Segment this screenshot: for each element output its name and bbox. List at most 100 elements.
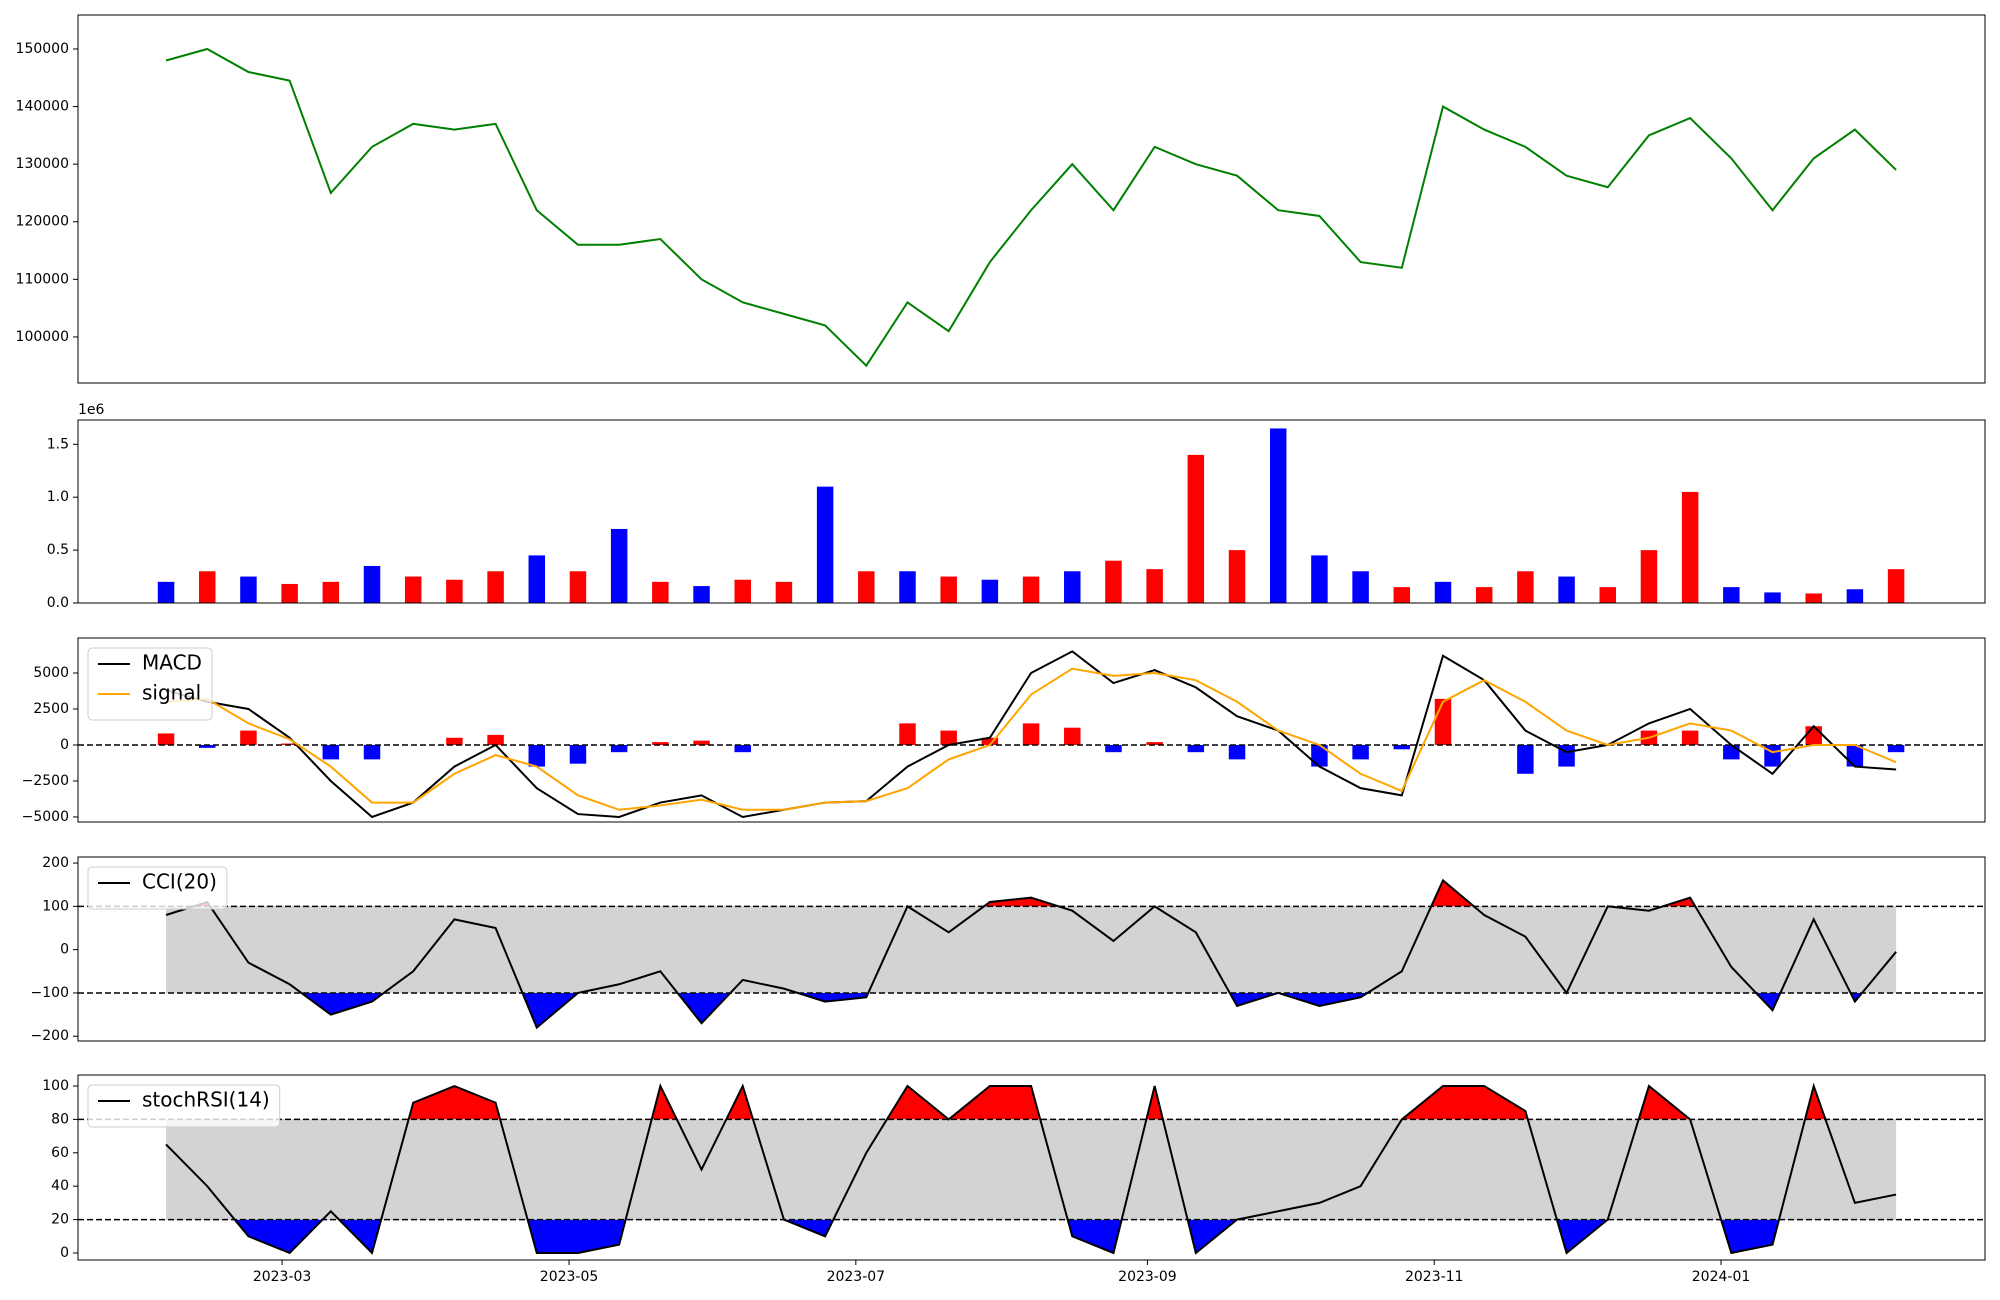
histogram-bar bbox=[1887, 744, 1905, 753]
y-tick-label: 110000 bbox=[16, 271, 69, 287]
panel: 0.0 0.5 1.0 1.5 1e6 bbox=[47, 402, 1986, 611]
legend: CCI(20) bbox=[87, 866, 228, 910]
panel: −200 −100 0 100 200 CCI(20) bbox=[31, 855, 1986, 1044]
series-line bbox=[165, 1082, 1897, 1255]
bar bbox=[1311, 555, 1328, 603]
y-tick-label: 0 bbox=[60, 1245, 69, 1261]
axes-frame bbox=[77, 14, 1986, 384]
histogram-bar bbox=[1146, 742, 1163, 745]
bar bbox=[981, 579, 999, 603]
histogram-bar bbox=[652, 742, 669, 745]
bar bbox=[363, 565, 381, 603]
y-tick-label: −100 bbox=[31, 985, 69, 1001]
y-tick-label: 1.0 bbox=[47, 489, 69, 505]
bar bbox=[1558, 576, 1575, 603]
bar bbox=[899, 571, 916, 603]
panel: 0 20 40 60 80 100 2023-03 2023-05 2023-07 2023-09… bbox=[42, 1074, 1986, 1285]
histogram-bar bbox=[1187, 744, 1205, 753]
bar bbox=[157, 581, 175, 603]
histogram-bar bbox=[1064, 727, 1081, 745]
series-line bbox=[165, 47, 1897, 368]
histogram-bar bbox=[240, 730, 257, 745]
y-tick-label: 0.0 bbox=[47, 595, 69, 611]
legend-label: CCI(20) bbox=[142, 870, 217, 894]
legend-label: signal bbox=[142, 681, 201, 705]
bar bbox=[528, 555, 546, 603]
series-line bbox=[165, 667, 1897, 811]
histogram-bar bbox=[734, 744, 751, 753]
y-tick-label: 0.5 bbox=[47, 542, 69, 558]
axes-frame bbox=[77, 856, 1986, 1042]
y-tick-label: 80 bbox=[51, 1111, 69, 1127]
bar bbox=[1022, 576, 1040, 603]
y-tick-label: 130000 bbox=[16, 156, 69, 172]
histogram-bar bbox=[1434, 698, 1452, 745]
histogram-bar bbox=[899, 723, 916, 745]
histogram-bar bbox=[446, 737, 463, 745]
bar bbox=[1187, 454, 1205, 603]
bar bbox=[446, 579, 463, 603]
y-tick-label: 150000 bbox=[16, 41, 69, 57]
histogram-bar bbox=[1105, 744, 1122, 753]
y-tick-label: 100 bbox=[42, 898, 69, 914]
x-tick-label: 2024-01 bbox=[1692, 1269, 1751, 1285]
y-tick-label: 40 bbox=[51, 1178, 69, 1194]
axes-frame bbox=[77, 419, 1986, 604]
bar bbox=[1887, 569, 1905, 603]
histogram-bar bbox=[528, 744, 546, 767]
bar bbox=[693, 586, 710, 603]
y-tick-label: 0 bbox=[60, 942, 69, 958]
y-tick-label: 5000 bbox=[33, 665, 69, 681]
bar bbox=[858, 571, 875, 603]
y-tick-label: 200 bbox=[42, 855, 69, 871]
bar bbox=[1064, 571, 1081, 603]
y-tick-label: 0 bbox=[60, 737, 69, 753]
histogram-bar bbox=[981, 737, 999, 745]
threshold-band bbox=[166, 906, 1897, 993]
lower-fill bbox=[166, 992, 1897, 1028]
legend-box bbox=[87, 866, 228, 910]
y-tick-label: 1.5 bbox=[47, 436, 69, 452]
bar bbox=[199, 571, 216, 603]
histogram-bar bbox=[157, 733, 175, 745]
bar bbox=[1764, 592, 1781, 603]
y-tick-label: 60 bbox=[51, 1145, 69, 1161]
bar bbox=[1599, 587, 1616, 603]
histogram-bar bbox=[693, 740, 710, 745]
threshold-band bbox=[166, 1119, 1897, 1220]
legend: stochRSI(14) bbox=[87, 1084, 281, 1128]
histogram-bar bbox=[363, 744, 381, 760]
y-tick-label: −200 bbox=[31, 1028, 69, 1044]
bar bbox=[1434, 581, 1452, 603]
panel: 100000 110000 120000 130000 140000 150000 bbox=[16, 14, 1986, 384]
histogram-bar bbox=[1352, 744, 1369, 760]
bar bbox=[404, 576, 422, 603]
y-tick-label: 20 bbox=[51, 1212, 69, 1228]
bar bbox=[734, 579, 751, 603]
bar bbox=[775, 581, 793, 603]
x-tick-label: 2023-09 bbox=[1118, 1269, 1177, 1285]
bar bbox=[1805, 593, 1822, 603]
bar bbox=[610, 528, 628, 603]
histogram-bar bbox=[322, 744, 340, 760]
legend-label: stochRSI(14) bbox=[142, 1088, 270, 1112]
legend-box bbox=[87, 1084, 281, 1128]
axis-offset-label: 1e6 bbox=[78, 402, 105, 418]
x-tick-label: 2023-11 bbox=[1405, 1269, 1464, 1285]
bar bbox=[1681, 491, 1699, 603]
histogram-bar bbox=[1723, 744, 1740, 760]
bar bbox=[281, 583, 298, 603]
histogram-bar bbox=[487, 734, 504, 745]
histogram-bar bbox=[1228, 744, 1246, 760]
histogram-bar bbox=[1022, 723, 1040, 745]
axes-frame bbox=[77, 637, 1986, 823]
histogram-bar bbox=[199, 744, 216, 748]
panel: −5000 −2500 0 2500 5000 MACD signal bbox=[22, 637, 1986, 825]
lower-fill bbox=[166, 1219, 1897, 1253]
y-tick-label: 120000 bbox=[16, 214, 69, 230]
x-tick-label: 2023-05 bbox=[540, 1269, 599, 1285]
histogram-bar bbox=[569, 744, 587, 764]
series-line bbox=[165, 878, 1897, 1030]
y-tick-label: 100 bbox=[42, 1078, 69, 1094]
axes-frame bbox=[77, 1074, 1986, 1261]
